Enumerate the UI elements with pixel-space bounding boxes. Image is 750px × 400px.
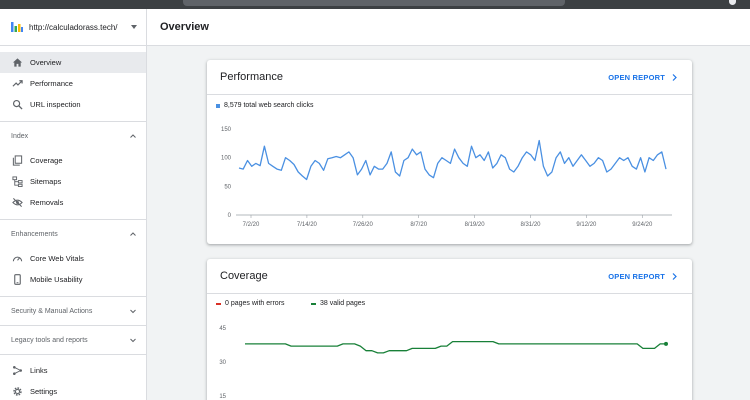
card-divider bbox=[207, 94, 692, 95]
sidebar-item-removals[interactable]: Removals bbox=[0, 192, 146, 213]
coverage-open-report-button[interactable]: OPEN REPORT bbox=[608, 272, 678, 281]
sidebar-item-label: Sitemaps bbox=[30, 177, 62, 186]
x-tick-label: 8/31/20 bbox=[520, 222, 541, 228]
performance-title: Performance bbox=[220, 71, 283, 83]
legend-label: 8,579 total web search clicks bbox=[224, 102, 314, 109]
trending-up-icon bbox=[12, 78, 23, 89]
open-report-label: OPEN REPORT bbox=[608, 73, 665, 82]
y-tick-label: 15 bbox=[219, 394, 226, 400]
coverage-title: Coverage bbox=[220, 270, 268, 282]
sidebar: http://calculadorass.tech/ Overview Perf… bbox=[0, 9, 147, 400]
y-tick-label: 45 bbox=[219, 326, 226, 332]
copy-icon bbox=[12, 155, 23, 166]
coverage-card: Coverage OPEN REPORT 0 pages with errors… bbox=[207, 259, 692, 400]
sidebar-item-label: Mobile Usability bbox=[30, 275, 83, 284]
sidebar-item-label: Links bbox=[30, 366, 48, 375]
section-legacy-tools[interactable]: Legacy tools and reports bbox=[0, 325, 146, 354]
home-icon bbox=[12, 57, 23, 68]
section-enhancements[interactable]: Enhancements bbox=[0, 219, 146, 248]
coverage-legend-errors[interactable]: 0 pages with errors bbox=[216, 300, 285, 307]
y-tick-label: 30 bbox=[219, 360, 226, 366]
x-tick-label: 8/7/20 bbox=[410, 222, 427, 228]
gear-icon bbox=[12, 386, 23, 397]
sidebar-item-core-web-vitals[interactable]: Core Web Vitals bbox=[0, 248, 146, 269]
links-icon bbox=[12, 365, 23, 376]
section-label: Enhancements bbox=[11, 230, 58, 238]
y-tick-label: 100 bbox=[221, 156, 232, 162]
series-line bbox=[238, 139, 667, 181]
sidebar-item-mobile-usability[interactable]: Mobile Usability bbox=[0, 269, 146, 290]
top-app-bar bbox=[0, 0, 750, 9]
open-report-label: OPEN REPORT bbox=[608, 272, 665, 281]
x-tick-label: 8/19/20 bbox=[465, 222, 486, 228]
section-security[interactable]: Security & Manual Actions bbox=[0, 296, 146, 325]
section-index[interactable]: Index bbox=[0, 121, 146, 150]
section-label: Legacy tools and reports bbox=[11, 336, 88, 344]
y-tick-label: 50 bbox=[224, 184, 231, 190]
search-icon bbox=[12, 99, 23, 110]
performance-card: Performance OPEN REPORT 8,579 total web … bbox=[207, 60, 692, 244]
sidebar-item-label: Settings bbox=[30, 387, 58, 396]
sidebar-item-label: Core Web Vitals bbox=[30, 254, 84, 263]
sidebar-item-coverage[interactable]: Coverage bbox=[0, 150, 146, 171]
performance-legend-clicks[interactable]: 8,579 total web search clicks bbox=[216, 102, 314, 109]
card-divider bbox=[207, 293, 692, 294]
sidebar-item-links[interactable]: Links bbox=[0, 360, 146, 381]
sidebar-item-sitemaps[interactable]: Sitemaps bbox=[0, 171, 146, 192]
chevron-down-icon bbox=[131, 25, 137, 29]
property-selector[interactable]: http://calculadorass.tech/ bbox=[0, 9, 146, 46]
speedometer-icon bbox=[12, 253, 23, 264]
chevron-down-icon bbox=[130, 308, 136, 314]
performance-open-report-button[interactable]: OPEN REPORT bbox=[608, 73, 678, 82]
sidebar-item-url-inspection[interactable]: URL inspection bbox=[0, 94, 146, 115]
sidebar-item-overview[interactable]: Overview bbox=[0, 52, 146, 73]
property-url: http://calculadorass.tech/ bbox=[29, 22, 118, 32]
legend-label: 0 pages with errors bbox=[225, 300, 285, 307]
sidebar-item-label: Coverage bbox=[30, 156, 63, 165]
x-tick-label: 7/14/20 bbox=[297, 222, 318, 228]
sidebar-item-label: Removals bbox=[30, 198, 64, 207]
sidebar-item-label: Performance bbox=[30, 79, 73, 88]
x-tick-label: 9/24/20 bbox=[632, 222, 653, 228]
legend-label: 38 valid pages bbox=[320, 300, 366, 307]
chevron-right-icon bbox=[672, 273, 677, 280]
x-tick-label: 9/12/20 bbox=[576, 222, 597, 228]
smartphone-icon bbox=[12, 274, 23, 285]
chevron-right-icon bbox=[672, 74, 677, 81]
eye-off-icon bbox=[12, 197, 23, 208]
legend-swatch bbox=[216, 103, 220, 108]
coverage-chart: 15 30 45 bbox=[219, 326, 668, 400]
page-title: Overview bbox=[160, 21, 209, 33]
series-end-point bbox=[664, 341, 668, 346]
sidebar-item-settings[interactable]: Settings bbox=[0, 381, 146, 400]
account-avatar[interactable] bbox=[729, 0, 736, 5]
performance-chart: 0 50 100 150 7/2/20 7/14/20 7/26/20 8/7/20 8/19/… bbox=[221, 127, 672, 228]
y-tick-label: 0 bbox=[228, 213, 232, 219]
sidebar-item-label: URL inspection bbox=[30, 100, 81, 109]
property-logo-icon bbox=[11, 22, 23, 32]
chevron-up-icon bbox=[130, 133, 136, 139]
sidebar-item-label: Overview bbox=[30, 58, 62, 67]
x-tick-label: 7/2/20 bbox=[243, 222, 260, 228]
coverage-legend-valid[interactable]: 38 valid pages bbox=[311, 300, 365, 307]
search-bar[interactable] bbox=[183, 0, 565, 6]
sidebar-item-performance[interactable]: Performance bbox=[0, 73, 146, 94]
sitemap-icon bbox=[12, 176, 23, 187]
chevron-up-icon bbox=[130, 231, 136, 237]
y-tick-label: 150 bbox=[221, 127, 232, 133]
chevron-down-icon bbox=[130, 337, 136, 343]
legend-swatch bbox=[311, 302, 316, 305]
series-line bbox=[245, 340, 666, 354]
legend-swatch bbox=[216, 302, 221, 305]
section-label: Index bbox=[11, 132, 29, 140]
page-header: Overview bbox=[147, 9, 750, 46]
section-label: Security & Manual Actions bbox=[11, 307, 93, 315]
x-tick-label: 7/26/20 bbox=[353, 222, 374, 228]
